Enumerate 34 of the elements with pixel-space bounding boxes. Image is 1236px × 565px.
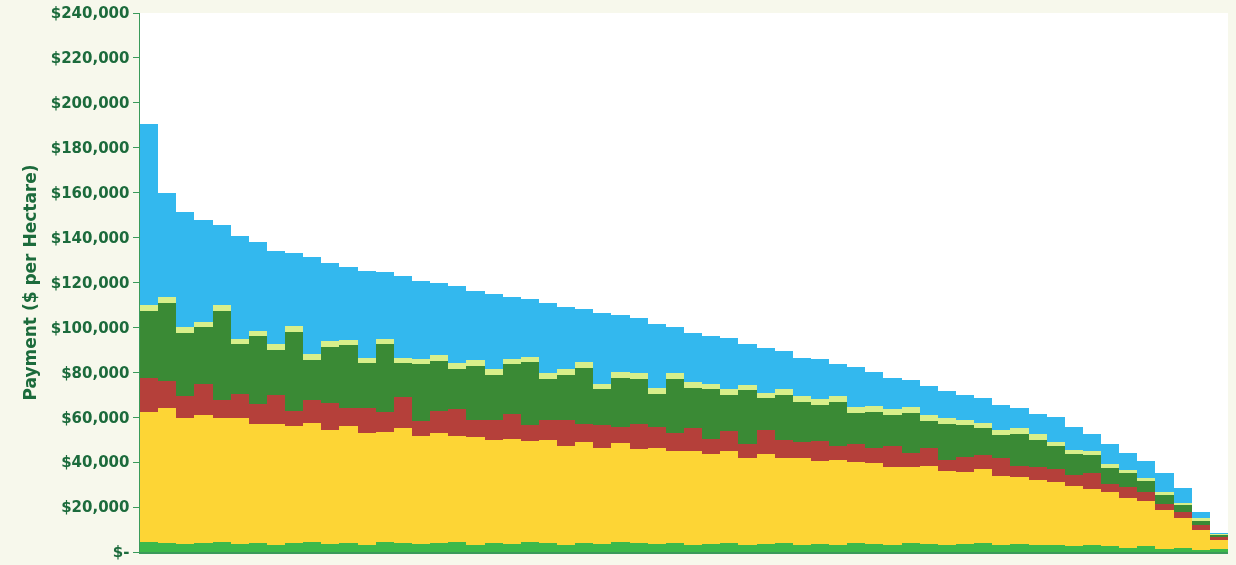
bar	[1101, 464, 1120, 468]
y-tick-label: $160,000	[50, 183, 130, 202]
bar	[1028, 434, 1047, 440]
y-tick-label: $240,000	[50, 4, 130, 23]
bar	[1155, 494, 1174, 504]
bar	[1155, 503, 1174, 511]
y-tick-label: $80,000	[61, 363, 130, 382]
bar	[303, 354, 322, 360]
bar	[1155, 492, 1174, 495]
y-tick-label: $40,000	[61, 453, 130, 472]
y-tick-label: $100,000	[50, 318, 130, 337]
bar	[140, 304, 159, 311]
y-tick-label: $-	[112, 543, 130, 562]
y-tick-label: $60,000	[61, 408, 130, 427]
bar	[1191, 525, 1210, 530]
y-axis-title: Payment ($ per Hectare)	[19, 164, 40, 401]
y-tick-label: $220,000	[50, 49, 130, 68]
y-tick-label: $120,000	[50, 273, 130, 292]
bar	[665, 373, 684, 380]
bar	[266, 344, 286, 350]
bar	[212, 304, 231, 311]
bar	[176, 327, 195, 334]
bar	[1191, 518, 1210, 521]
bar	[647, 388, 666, 394]
bar	[194, 321, 213, 328]
bar	[1173, 504, 1192, 512]
bar	[575, 362, 594, 368]
y-tick-label: $200,000	[50, 94, 130, 113]
bar	[285, 326, 304, 332]
bar	[484, 368, 503, 375]
y-tick-label: $140,000	[50, 228, 130, 247]
bar	[158, 297, 177, 303]
y-tick-label: $180,000	[50, 139, 130, 157]
y-tick-label: $20,000	[61, 498, 130, 517]
